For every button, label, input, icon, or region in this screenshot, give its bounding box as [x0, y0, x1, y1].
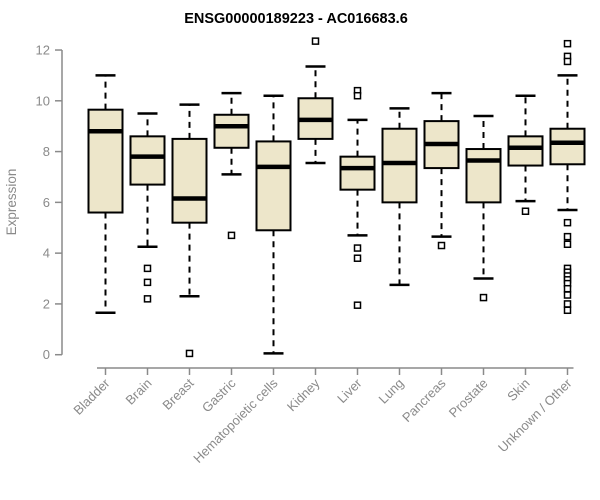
iqr-box — [339, 155, 376, 191]
outlier-point — [143, 295, 152, 303]
y-tick-label: 10 — [36, 93, 50, 108]
outlier-point — [563, 232, 572, 241]
iqr-box — [87, 108, 124, 214]
outlier-point — [185, 349, 194, 358]
iqr-box — [465, 148, 502, 204]
y-axis-label: Expression — [4, 169, 19, 236]
x-tick-label: Brain — [123, 376, 155, 408]
outlier-point — [227, 231, 236, 240]
x-tick-label: Pancreas — [399, 375, 449, 425]
outlier-point — [563, 218, 572, 227]
x-tick-label: Skin — [504, 376, 532, 404]
iqr-box — [507, 135, 544, 167]
x-tick-label: Unknown / Other — [495, 375, 575, 455]
outlier-point — [437, 241, 446, 250]
outlier-point — [563, 57, 572, 66]
x-tick-label: Kidney — [284, 375, 323, 414]
outlier-point — [563, 240, 572, 249]
outlier-point — [563, 284, 572, 293]
x-tick-label: Prostate — [446, 376, 491, 421]
y-tick-label: 4 — [43, 246, 50, 261]
y-tick-label: 6 — [43, 195, 50, 210]
x-tick-label: Gastric — [199, 375, 239, 415]
y-tick-label: 0 — [43, 347, 50, 362]
outlier-point — [353, 244, 362, 252]
iqr-box — [213, 113, 250, 149]
outlier-point — [353, 254, 362, 262]
outlier-point — [353, 301, 362, 309]
x-tick-label: Liver — [334, 375, 365, 406]
y-tick-label: 8 — [43, 144, 50, 159]
outlier-point — [563, 291, 572, 299]
iqr-box — [381, 127, 418, 204]
outlier-point — [479, 293, 488, 302]
x-tick-label: Lung — [376, 376, 407, 407]
iqr-box — [255, 140, 292, 232]
outlier-point — [563, 300, 572, 308]
outlier-point — [143, 264, 152, 273]
iqr-box — [549, 127, 586, 166]
x-tick-label: Breast — [159, 375, 196, 412]
y-tick-label: 12 — [36, 43, 50, 58]
outlier-point — [143, 278, 152, 287]
y-tick-label: 2 — [43, 296, 50, 311]
chart-title: ENSG00000189223 - AC016683.6 — [184, 11, 408, 27]
outlier-point — [353, 91, 362, 100]
outlier-point — [563, 306, 572, 315]
x-tick-label: Bladder — [70, 375, 113, 418]
iqr-box — [129, 135, 166, 186]
outlier-point — [311, 37, 320, 45]
outlier-point — [521, 207, 530, 215]
outlier-point — [563, 39, 572, 48]
iqr-box — [171, 137, 208, 224]
